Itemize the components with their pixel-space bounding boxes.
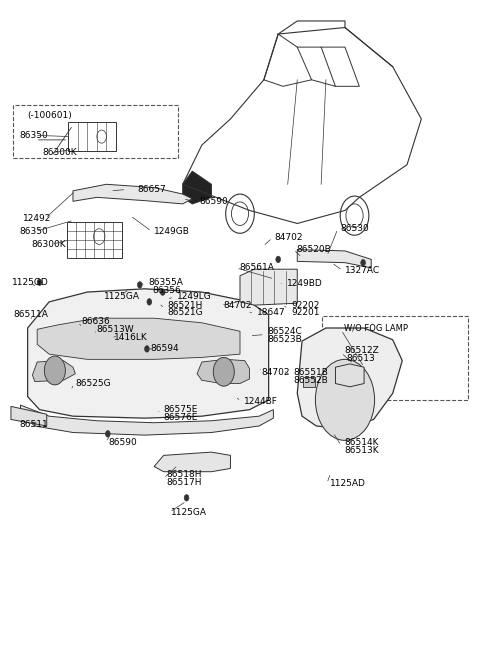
Circle shape [315,359,374,440]
Text: 86590: 86590 [109,438,137,447]
Text: 86657: 86657 [137,185,166,194]
Text: 86521H: 86521H [168,300,203,310]
Bar [67,222,122,258]
Polygon shape [240,269,297,305]
Text: 86524C: 86524C [268,327,302,336]
Bar [13,104,178,158]
Text: 84702: 84702 [262,368,290,377]
Text: 1327AC: 1327AC [345,266,380,275]
Circle shape [147,298,152,305]
Text: 84702: 84702 [275,234,303,242]
Text: 1125AD: 1125AD [330,479,366,488]
Circle shape [106,430,110,437]
Text: 1249BD: 1249BD [287,279,323,288]
Bar [68,122,116,152]
Text: W/O FOG LAMP: W/O FOG LAMP [344,323,408,333]
Text: 86575E: 86575E [164,405,198,414]
Polygon shape [183,171,211,204]
Text: 1244BF: 1244BF [244,397,278,405]
Text: 12492: 12492 [23,214,51,223]
Text: 18647: 18647 [257,308,285,318]
Text: 86594: 86594 [150,344,179,354]
Circle shape [37,279,42,285]
Text: 86636: 86636 [82,317,110,326]
Text: 86525G: 86525G [75,379,111,388]
Circle shape [184,495,189,501]
Polygon shape [297,250,371,268]
Polygon shape [21,405,274,435]
Text: 1125GA: 1125GA [171,508,207,517]
Circle shape [160,289,165,295]
Circle shape [213,358,234,386]
Bar [322,316,468,400]
Text: 86511: 86511 [20,420,48,429]
Polygon shape [336,364,364,387]
Text: 1249GB: 1249GB [154,227,190,236]
Text: 86576E: 86576E [164,413,198,422]
Text: 86300K: 86300K [42,148,77,157]
Text: 86512Z: 86512Z [344,346,379,356]
Text: 86523B: 86523B [268,335,302,344]
Polygon shape [37,318,240,359]
Circle shape [276,256,281,262]
Polygon shape [11,406,47,426]
Text: (-100601): (-100601) [28,112,72,120]
Circle shape [137,281,142,288]
Polygon shape [28,289,269,418]
Text: 86350: 86350 [20,227,48,236]
Text: 1125GA: 1125GA [104,292,140,301]
Text: 86355A: 86355A [148,277,183,287]
Text: 92202: 92202 [291,300,320,310]
Text: 86530: 86530 [340,224,369,234]
Text: 86513W: 86513W [96,325,133,334]
Text: 86518H: 86518H [166,470,202,480]
Polygon shape [154,452,230,472]
Text: 86561A: 86561A [239,264,274,272]
Polygon shape [33,361,75,382]
Text: 86350: 86350 [20,131,48,140]
Text: 86552B: 86552B [293,376,328,385]
Text: 86513: 86513 [346,354,375,363]
Text: 86356: 86356 [152,285,181,295]
Text: 86511A: 86511A [13,310,48,319]
Polygon shape [73,184,192,204]
Text: 1125GD: 1125GD [12,277,48,287]
Text: 86300K: 86300K [31,240,66,249]
Bar [303,377,315,387]
Text: 86513K: 86513K [344,445,379,455]
Text: 86517H: 86517H [166,478,202,487]
Circle shape [44,356,65,385]
Circle shape [144,346,149,352]
Polygon shape [297,328,402,429]
Text: 86520B: 86520B [296,245,331,254]
Polygon shape [197,359,250,384]
Text: 86521G: 86521G [168,308,203,318]
Text: 1416LK: 1416LK [114,333,147,342]
Text: 86514K: 86514K [344,438,379,447]
Text: 1249LG: 1249LG [177,292,212,301]
Text: 84702: 84702 [223,300,252,310]
Text: 92201: 92201 [291,308,320,318]
Text: 86551B: 86551B [293,368,328,377]
Circle shape [361,259,365,266]
Text: 86590: 86590 [199,197,228,207]
